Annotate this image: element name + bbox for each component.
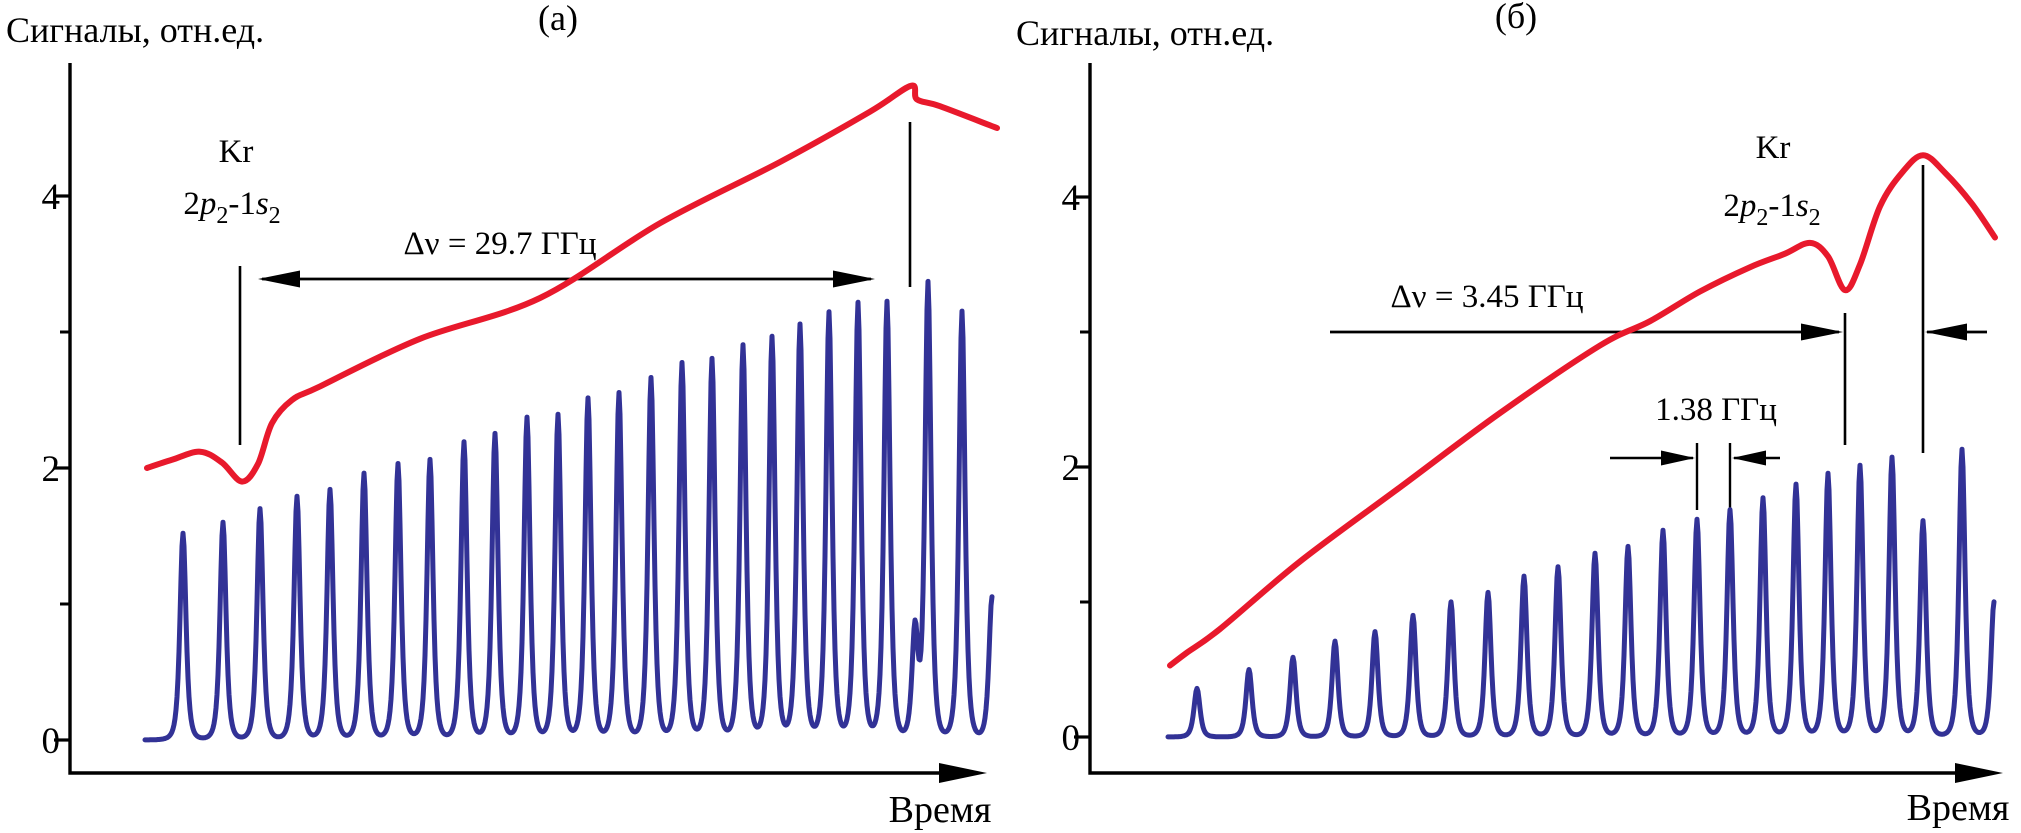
delta-nu-arrowhead-right (833, 270, 875, 288)
panel-b-title: (б) (1495, 0, 1537, 36)
panel-b-kr-label: Kr (1756, 130, 1791, 166)
axes-spines (68, 63, 941, 775)
transition-n1: 2 (183, 186, 200, 222)
x-axis-arrowhead (1955, 763, 2003, 783)
x-axis-arrowhead (939, 763, 987, 783)
transition-p: p (1738, 188, 1757, 224)
transition-s: s (1796, 188, 1809, 224)
panel-b-ytick-4: 4 (1062, 178, 1081, 219)
transition-sub1: 2 (1756, 205, 1768, 231)
transition-p: p (198, 186, 217, 222)
etalon-peaks-trace (142, 278, 995, 743)
delta-nu-arrowhead-right (1801, 323, 1843, 341)
panel-a-ylabel: Сигналы, отн.ед. (6, 10, 264, 50)
transition-n2: -1 (228, 186, 256, 222)
transition-sub1: 2 (216, 203, 228, 229)
panel-a-xlabel: Время (889, 789, 992, 831)
fsr-arrowhead-right (1661, 450, 1695, 466)
transition-sub2: 2 (269, 203, 281, 229)
panel-a-ytick-0: 0 (42, 721, 61, 762)
transition-s: s (256, 186, 269, 222)
laser-scan-trace (144, 82, 1000, 485)
panel-a-delta-nu-label: Δν = 29.7 ГГц (403, 226, 596, 262)
delta-nu-arrowhead-left (258, 270, 300, 288)
panel-b-transition-label: 2p2-1s2 (1723, 188, 1820, 231)
panel-b-fsr-label: 1.38 ГГц (1655, 392, 1777, 428)
panel-b-delta-nu-label: Δν = 3.45 ГГц (1390, 279, 1583, 315)
fsr-arrowhead-left (1732, 450, 1766, 466)
panel-a-ytick-4: 4 (42, 177, 61, 218)
transition-sub2: 2 (1809, 205, 1821, 231)
laser-scan-trace (1167, 152, 1998, 669)
transition-n1: 2 (1723, 188, 1740, 224)
panel-b-ylabel: Сигналы, отн.ед. (1016, 13, 1274, 53)
delta-nu-arrowhead-left (1925, 323, 1967, 341)
panel-b-ytick-2: 2 (1062, 448, 1081, 489)
panel-b-xlabel: Время (1907, 787, 2010, 829)
panel-b-ytick-0: 0 (1062, 718, 1081, 759)
panel-a-ytick-2: 2 (42, 449, 61, 490)
axes-spines (1088, 63, 1957, 775)
etalon-peaks-trace (1165, 446, 1997, 740)
panel-a-drawing-layer (54, 63, 1000, 783)
panel-a-kr-label: Kr (219, 134, 254, 170)
panel-a-title: (а) (538, 0, 578, 38)
panel-a-transition-label: 2p2-1s2 (183, 186, 280, 229)
transition-n2: -1 (1768, 188, 1796, 224)
panel-b-drawing-layer (1074, 63, 2003, 783)
